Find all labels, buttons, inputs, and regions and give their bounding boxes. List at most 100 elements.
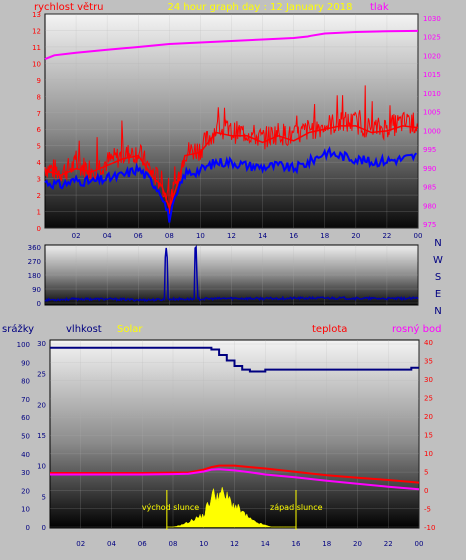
time-tick-label: 10 bbox=[199, 540, 208, 548]
direction-tick-label: 270 bbox=[28, 258, 41, 266]
humidity-tick-label: 100 bbox=[17, 341, 30, 349]
time-tick-label: 00 bbox=[415, 540, 424, 548]
humidity-series-line bbox=[50, 346, 419, 373]
precipitation-tick-label: 0 bbox=[42, 524, 46, 532]
wind-speed-tick-label: 0 bbox=[37, 225, 41, 233]
humidity-temp-plot-area bbox=[49, 339, 420, 529]
precipitation-tick-label: 15 bbox=[37, 432, 46, 440]
time-tick-label: 12 bbox=[230, 540, 239, 548]
wind-speed-tick-label: 2 bbox=[37, 192, 41, 200]
wind-speed-tick-label: 5 bbox=[37, 143, 41, 151]
humidity-tick-label: 70 bbox=[21, 396, 30, 404]
humidity-tick-label: 80 bbox=[21, 378, 30, 386]
temperature-tick-label: 40 bbox=[424, 339, 433, 347]
time-tick-label: 04 bbox=[103, 232, 112, 240]
temperature-tick-label: -5 bbox=[424, 506, 431, 514]
sunrise-label: východ slunce bbox=[142, 503, 199, 512]
solar-axis-title: Solar bbox=[117, 324, 143, 335]
wind-gust-series-line bbox=[44, 85, 418, 215]
time-tick-label: 08 bbox=[165, 232, 174, 240]
time-tick-label: 06 bbox=[134, 232, 143, 240]
pressure-tick-label: 1000 bbox=[423, 127, 441, 135]
temperature-tick-label: 10 bbox=[424, 450, 433, 458]
time-tick-label: 16 bbox=[292, 540, 301, 548]
pressure-tick-label: 975 bbox=[423, 221, 436, 229]
wind-speed-tick-label: 8 bbox=[37, 93, 41, 101]
temperature-tick-label: 30 bbox=[424, 376, 433, 384]
pressure-tick-label: 985 bbox=[423, 184, 436, 192]
compass-label: N bbox=[434, 238, 441, 249]
compass-label: N bbox=[434, 306, 441, 317]
direction-tick-label: 0 bbox=[37, 300, 41, 308]
solar-series-area bbox=[166, 486, 296, 528]
time-tick-label: 20 bbox=[351, 232, 360, 240]
time-tick-label: 02 bbox=[76, 540, 85, 548]
dew-point-axis-title: rosný bod bbox=[392, 323, 441, 335]
time-tick-label: 12 bbox=[227, 232, 236, 240]
humidity-tick-label: 50 bbox=[21, 433, 30, 441]
pressure-tick-label: 1030 bbox=[423, 15, 441, 23]
time-tick-label: 00 bbox=[414, 232, 423, 240]
wind-speed-tick-label: 11 bbox=[32, 44, 41, 52]
compass-label: S bbox=[435, 272, 441, 283]
compass-label: E bbox=[435, 289, 441, 300]
precipitation-tick-label: 25 bbox=[37, 371, 46, 379]
precipitation-axis-title: srážky bbox=[2, 323, 34, 335]
time-tick-label: 22 bbox=[382, 232, 391, 240]
temperature-tick-label: 5 bbox=[424, 469, 428, 477]
direction-tick-label: 90 bbox=[32, 286, 41, 294]
wind-speed-tick-label: 7 bbox=[37, 110, 41, 118]
precipitation-tick-label: 10 bbox=[37, 463, 46, 471]
time-tick-label: 18 bbox=[322, 540, 331, 548]
temperature-series-line bbox=[50, 464, 420, 484]
pressure-tick-label: 1025 bbox=[423, 34, 441, 42]
pressure-tick-label: 1015 bbox=[423, 71, 441, 79]
humidity-tick-label: 30 bbox=[21, 469, 30, 477]
time-tick-label: 02 bbox=[72, 232, 81, 240]
direction-tick-label: 360 bbox=[28, 244, 41, 252]
time-tick-label: 18 bbox=[320, 232, 329, 240]
wind-speed-tick-label: 13 bbox=[32, 11, 41, 19]
wind-speed-tick-label: 6 bbox=[37, 126, 42, 134]
temperature-tick-label: 25 bbox=[424, 395, 433, 403]
pressure-tick-label: 1020 bbox=[423, 52, 441, 60]
precipitation-tick-label: 5 bbox=[42, 493, 46, 501]
humidity-tick-label: 10 bbox=[21, 506, 30, 514]
time-tick-label: 16 bbox=[289, 232, 298, 240]
time-tick-label: 20 bbox=[353, 540, 362, 548]
humidity-tick-label: 90 bbox=[21, 359, 30, 367]
pressure-tick-label: 1005 bbox=[423, 109, 441, 117]
wind-speed-tick-label: 10 bbox=[32, 60, 41, 68]
wind-speed-tick-label: 4 bbox=[37, 159, 42, 167]
humidity-tick-label: 40 bbox=[21, 451, 30, 459]
wind-speed-series-line bbox=[44, 125, 419, 211]
time-tick-label: 08 bbox=[169, 540, 178, 548]
pressure-tick-label: 995 bbox=[423, 146, 436, 154]
precipitation-tick-label: 20 bbox=[37, 401, 46, 409]
time-tick-label: 04 bbox=[107, 540, 116, 548]
wind-speed-tick-label: 9 bbox=[37, 77, 41, 85]
temperature-tick-label: 20 bbox=[424, 413, 433, 421]
temperature-axis-title: teplota bbox=[312, 324, 347, 335]
wind-average-series-line bbox=[44, 146, 418, 223]
pressure-tick-label: 990 bbox=[423, 165, 436, 173]
sunset-label: západ slunce bbox=[270, 503, 323, 512]
time-tick-label: 14 bbox=[261, 540, 270, 548]
pressure-tick-label: 980 bbox=[423, 202, 436, 210]
temperature-tick-label: 35 bbox=[424, 358, 433, 366]
wind-speed-tick-label: 12 bbox=[32, 27, 41, 35]
time-tick-label: 22 bbox=[384, 540, 393, 548]
time-tick-label: 06 bbox=[138, 540, 147, 548]
pressure-series-line bbox=[44, 29, 419, 61]
temperature-tick-label: 0 bbox=[424, 487, 428, 495]
humidity-tick-label: 0 bbox=[26, 524, 30, 532]
chart-title: 24 hour graph day : 12 January 2018 bbox=[168, 2, 353, 13]
humidity-tick-label: 20 bbox=[21, 487, 30, 495]
time-tick-label: 14 bbox=[258, 232, 267, 240]
wind-speed-axis-title: rychlost větru bbox=[34, 1, 104, 13]
dew-point-series-line bbox=[50, 468, 420, 491]
precipitation-tick-label: 30 bbox=[37, 340, 46, 348]
compass-label: W bbox=[433, 255, 443, 266]
